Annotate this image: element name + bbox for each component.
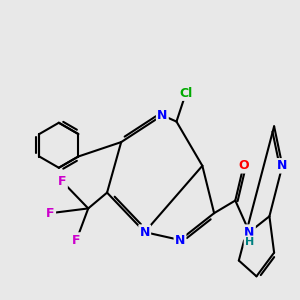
Text: H: H [245, 237, 254, 247]
Text: O: O [238, 159, 249, 172]
Text: Cl: Cl [179, 87, 193, 100]
Text: N: N [244, 226, 255, 238]
Text: F: F [58, 175, 67, 188]
Text: N: N [140, 226, 150, 238]
Text: N: N [277, 159, 287, 172]
Text: N: N [157, 109, 167, 122]
Text: F: F [72, 233, 81, 247]
Text: N: N [175, 233, 185, 247]
Text: F: F [46, 207, 55, 220]
